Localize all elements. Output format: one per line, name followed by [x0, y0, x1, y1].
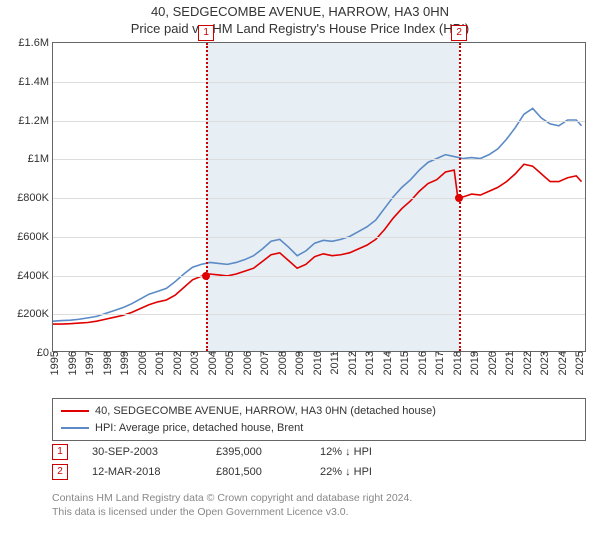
x-tick-label: 2002: [168, 351, 184, 375]
gridline: [53, 276, 585, 277]
sales-row-delta: 12% ↓ HPI: [320, 446, 372, 458]
gridline: [53, 198, 585, 199]
x-tick-label: 1999: [115, 351, 131, 375]
sales-row-date: 12-MAR-2018: [92, 466, 192, 478]
x-tick-label: 2000: [133, 351, 149, 375]
y-tick-label: £1M: [28, 153, 53, 165]
x-tick-label: 2014: [378, 351, 394, 375]
sales-row: 1 30-SEP-2003 £395,000 12% ↓ HPI: [52, 442, 372, 462]
x-tick-label: 2023: [535, 351, 551, 375]
x-tick-label: 2007: [255, 351, 271, 375]
sale-dot: [202, 272, 210, 280]
x-tick-label: 2005: [220, 351, 236, 375]
legend-row-property: 40, SEDGECOMBE AVENUE, HARROW, HA3 0HN (…: [61, 403, 577, 420]
x-tick-label: 2015: [395, 351, 411, 375]
x-tick-label: 2004: [203, 351, 219, 375]
x-tick-label: 2011: [325, 351, 341, 375]
sales-row-marker: 1: [52, 444, 68, 460]
x-tick-label: 2020: [483, 351, 499, 375]
title-line2: Price paid vs. HM Land Registry's House …: [0, 21, 600, 38]
sales-table: 1 30-SEP-2003 £395,000 12% ↓ HPI 2 12-MAR-201…: [52, 442, 372, 482]
y-tick-label: £400K: [17, 270, 53, 282]
chart-lines: [53, 43, 585, 351]
sales-row-price: £395,000: [216, 446, 296, 458]
gridline: [53, 159, 585, 160]
x-tick-label: 2018: [448, 351, 464, 375]
x-tick-label: 2013: [360, 351, 376, 375]
plot-area: £0£200K£400K£600K£800K£1M£1.2M£1.4M£1.6M…: [52, 42, 586, 352]
gridline: [53, 237, 585, 238]
y-tick-label: £600K: [17, 231, 53, 243]
sale-marker-box: 1: [198, 25, 214, 41]
footer-line1: Contains HM Land Registry data © Crown c…: [52, 492, 412, 506]
x-tick-label: 1997: [80, 351, 96, 375]
x-tick-label: 2021: [500, 351, 516, 375]
legend: 40, SEDGECOMBE AVENUE, HARROW, HA3 0HN (…: [52, 398, 586, 441]
series-line: [53, 164, 582, 324]
series-line: [53, 108, 582, 321]
x-tick-label: 2012: [343, 351, 359, 375]
x-tick-label: 1996: [63, 351, 79, 375]
legend-swatch-hpi: [61, 427, 89, 429]
y-tick-label: £1.4M: [18, 76, 53, 88]
legend-row-hpi: HPI: Average price, detached house, Bren…: [61, 420, 577, 437]
sale-dot: [455, 194, 463, 202]
sales-row-marker: 2: [52, 464, 68, 480]
x-tick-label: 2025: [570, 351, 586, 375]
legend-label-hpi: HPI: Average price, detached house, Bren…: [95, 420, 303, 437]
sales-row-date: 30-SEP-2003: [92, 446, 192, 458]
sales-row: 2 12-MAR-2018 £801,500 22% ↓ HPI: [52, 462, 372, 482]
x-tick-label: 2001: [150, 351, 166, 375]
x-tick-label: 1995: [45, 351, 61, 375]
y-tick-label: £1.2M: [18, 115, 53, 127]
legend-swatch-property: [61, 410, 89, 412]
x-tick-label: 2019: [465, 351, 481, 375]
sales-row-price: £801,500: [216, 466, 296, 478]
title-line1: 40, SEDGECOMBE AVENUE, HARROW, HA3 0HN: [0, 4, 600, 21]
sales-row-delta: 22% ↓ HPI: [320, 466, 372, 478]
y-tick-label: £800K: [17, 192, 53, 204]
x-tick-label: 2010: [308, 351, 324, 375]
x-tick-label: 2024: [553, 351, 569, 375]
footer-line2: This data is licensed under the Open Gov…: [52, 506, 412, 520]
legend-label-property: 40, SEDGECOMBE AVENUE, HARROW, HA3 0HN (…: [95, 403, 436, 420]
x-tick-label: 2022: [518, 351, 534, 375]
gridline: [53, 121, 585, 122]
gridline: [53, 82, 585, 83]
chart-title: 40, SEDGECOMBE AVENUE, HARROW, HA3 0HN P…: [0, 0, 600, 38]
footer-note: Contains HM Land Registry data © Crown c…: [52, 492, 412, 519]
gridline: [53, 314, 585, 315]
sale-marker-box: 2: [451, 25, 467, 41]
y-tick-label: £1.6M: [18, 37, 53, 49]
x-tick-label: 2006: [238, 351, 254, 375]
y-tick-label: £200K: [17, 308, 53, 320]
x-tick-label: 2017: [430, 351, 446, 375]
x-tick-label: 2008: [273, 351, 289, 375]
sale-marker-line: [206, 43, 208, 351]
x-tick-label: 1998: [98, 351, 114, 375]
x-tick-label: 2009: [290, 351, 306, 375]
x-tick-label: 2003: [185, 351, 201, 375]
x-tick-label: 2016: [413, 351, 429, 375]
